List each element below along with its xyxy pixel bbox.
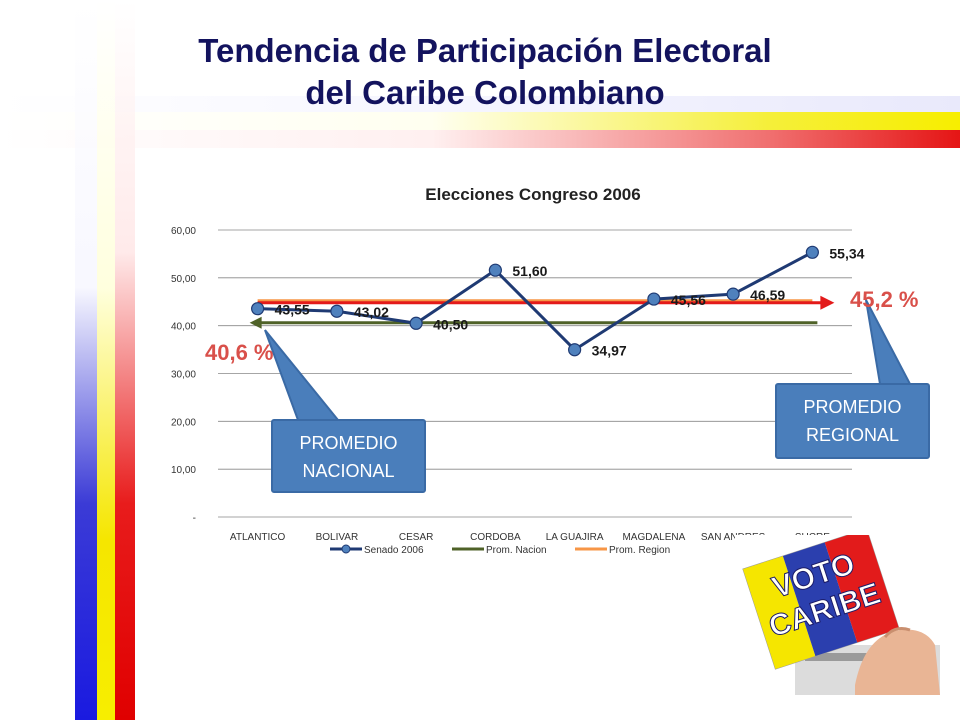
prom-region-arrowhead [820, 295, 835, 310]
chart-legend: Senado 2006 Prom. Nacion Prom. Region [330, 544, 670, 556]
legend-label: Senado 2006 [364, 545, 424, 556]
y-tick-label: 40,00 [171, 322, 196, 333]
data-label: 55,34 [829, 245, 864, 261]
flag-stripe-vertical-blue [75, 0, 97, 720]
y-tick-label: 60,00 [171, 226, 196, 237]
x-tick-label: LA GUAJIRA [546, 532, 604, 543]
x-tick-label: CESAR [399, 532, 433, 543]
senado-point [647, 292, 661, 306]
senado-point [488, 263, 502, 277]
y-tick-label: - [193, 513, 196, 524]
flag-stripe-horizontal-red [0, 130, 960, 148]
flag-stripe-vertical-red [115, 0, 135, 720]
senado-point [805, 245, 819, 259]
chart-gridlines [218, 229, 852, 518]
senado-point [568, 343, 582, 357]
chart-title: Elecciones Congreso 2006 [425, 185, 640, 204]
promedio-nacional-value: 40,6 % [205, 340, 274, 365]
x-tick-label: BOLIVAR [316, 532, 359, 543]
y-tick-label: 10,00 [171, 465, 196, 476]
slide-title-line1: Tendencia de Participación Electoral [198, 32, 772, 69]
senado-point [251, 302, 265, 316]
flag-stripe-vertical-yellow [97, 0, 115, 720]
voto-caribe-logo: VOTO CARIBE [735, 535, 940, 695]
legend-label: Prom. Nacion [486, 545, 547, 556]
senado-point [330, 304, 344, 318]
data-label: 40,50 [433, 316, 468, 332]
prom-nacion-arrowhead [249, 316, 262, 329]
x-tick-label: CORDOBA [470, 532, 521, 543]
callout-promedio-nacional: PROMEDIO NACIONAL [271, 419, 426, 493]
callout-nacional-line2: NACIONAL [302, 461, 395, 481]
data-label: 45,56 [671, 292, 706, 308]
flag-stripe-horizontal-yellow [0, 112, 960, 130]
data-label: 46,59 [750, 287, 785, 303]
senado-point [409, 316, 423, 330]
y-axis-ticks: - 10,00 20,00 30,00 40,00 50,00 60,00 [171, 226, 196, 524]
line-chart: Elecciones Congreso 2006 - 10,00 20,00 30,0… [171, 185, 865, 556]
callout-regional-line1: PROMEDIO [803, 397, 902, 417]
series-senado [251, 245, 819, 357]
data-label: 34,97 [592, 343, 627, 359]
y-tick-label: 20,00 [171, 417, 196, 428]
slide-title: Tendencia de Participación Electoral del… [150, 30, 820, 114]
callout-regional-line2: REGIONAL [805, 425, 900, 445]
callout-promedio-regional: PROMEDIO REGIONAL [775, 383, 930, 459]
promedio-regional-value: 45,2 % [850, 287, 919, 312]
data-label: 43,55 [275, 302, 310, 318]
slide-title-line2: del Caribe Colombiano [305, 74, 665, 111]
senado-line [257, 250, 814, 352]
chart-area: Elecciones Congreso 2006 - 10,00 20,00 30,0… [140, 170, 930, 570]
average-lines [249, 295, 835, 329]
x-tick-label: ATLANTICO [230, 532, 286, 543]
y-tick-label: 50,00 [171, 274, 196, 285]
data-label: 51,60 [512, 263, 547, 279]
y-tick-label: 30,00 [171, 370, 196, 381]
flag-stripe-horizontal-blue [0, 96, 960, 112]
callout-nacional-line1: PROMEDIO [299, 433, 398, 453]
x-tick-label: MAGDALENA [622, 532, 685, 543]
legend-marker [341, 544, 351, 554]
data-label: 43,02 [354, 304, 389, 320]
x-tick-label: SAN ANDRES [701, 532, 766, 543]
legend-label: Prom. Region [609, 545, 670, 556]
data-labels: 43,55 43,02 40,50 51,60 34,97 45,56 46,59 55,34 [275, 245, 865, 358]
senado-point [726, 287, 740, 301]
